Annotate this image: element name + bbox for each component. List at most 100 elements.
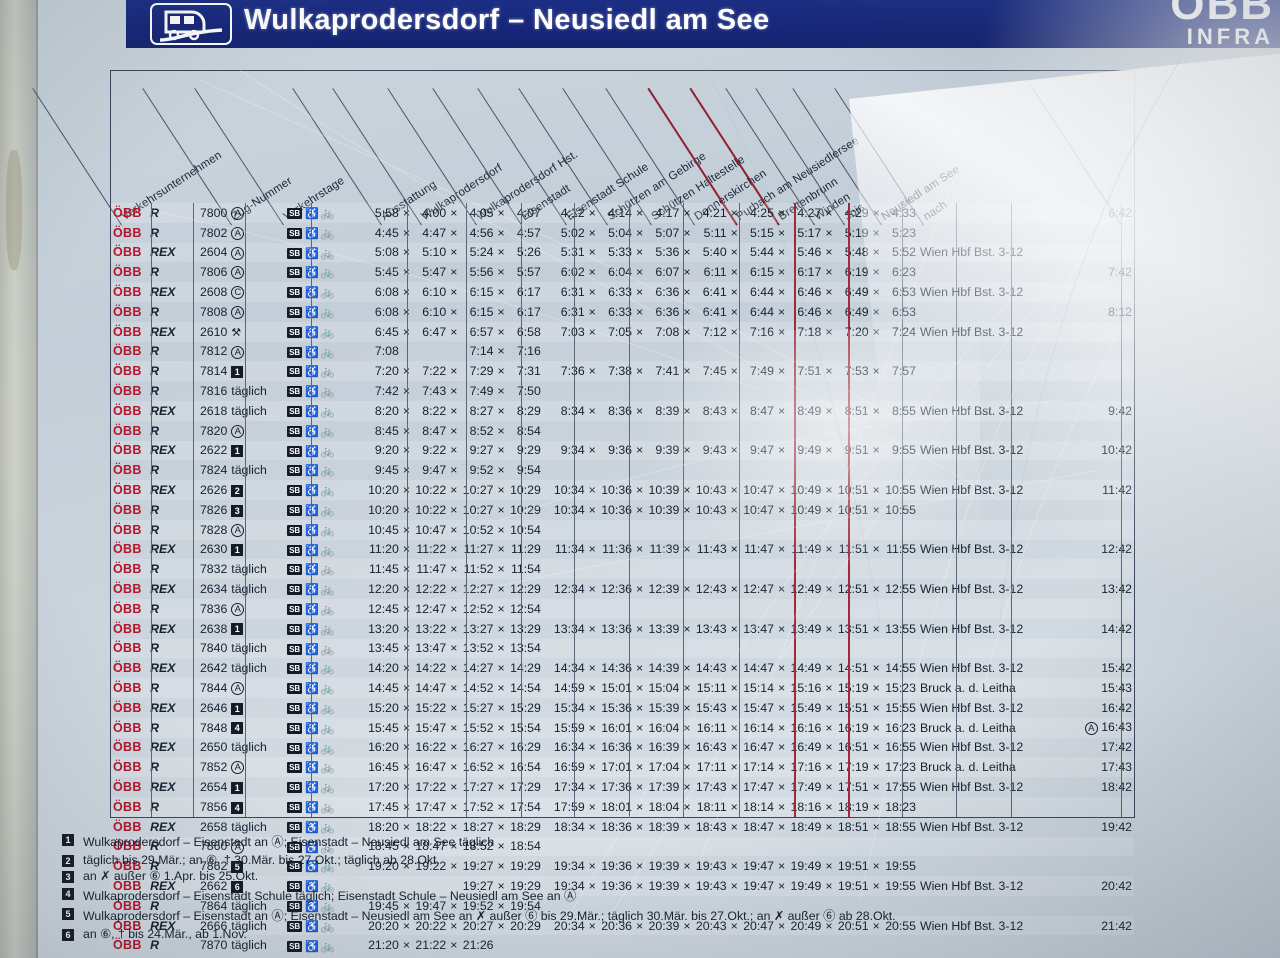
no-stop-marker: × xyxy=(401,322,412,342)
operator-cell: ÖBB xyxy=(111,480,148,500)
footnote-ref-1[interactable]: 1 xyxy=(231,781,244,794)
no-stop-marker: × xyxy=(825,245,833,260)
footnote-ref-6[interactable]: 6 xyxy=(231,880,244,893)
footnote-ref-1[interactable]: 1 xyxy=(231,623,244,636)
oebb-operator-logo: ÖBB xyxy=(113,403,142,418)
no-stop-marker: × xyxy=(825,265,833,280)
train-number-cell: 2608 xyxy=(199,285,228,300)
time-cell: 5:52 xyxy=(892,245,916,260)
time-cell: 17:51 xyxy=(837,780,869,794)
footnote-ref-1[interactable]: 1 xyxy=(231,366,244,379)
no-stop-marker: × xyxy=(450,522,458,537)
no-stop-marker: × xyxy=(636,780,644,794)
s-bahn-icon: SB xyxy=(287,841,303,853)
footnote-ref-5[interactable]: 5 xyxy=(231,860,244,873)
no-stop-marker: × xyxy=(636,364,644,379)
no-stop-marker: × xyxy=(450,681,458,696)
header-divider-0 xyxy=(32,87,123,226)
no-stop-marker: × xyxy=(777,621,786,636)
bicycle-icon: 🚲 xyxy=(320,227,335,240)
conn-symbol-a: A xyxy=(1084,721,1098,735)
time-cell: 17:34 xyxy=(553,780,585,794)
train-category-cell: R xyxy=(150,522,160,537)
s-bahn-icon: SB xyxy=(287,544,303,556)
time-cell: 15:51 xyxy=(837,700,869,715)
no-stop-marker: × xyxy=(401,500,412,520)
no-stop-marker: × xyxy=(683,700,691,715)
no-stop-marker xyxy=(543,460,551,480)
operating-days-cell: 5 xyxy=(229,856,285,876)
footnote-item: 4 Wulkaprodersdorf – Eisenstadt Schule tä… xyxy=(62,886,1062,904)
time-cell: 11:29 xyxy=(510,542,541,557)
oebb-operator-logo: ÖBB xyxy=(113,205,142,220)
operator-cell: ÖBB xyxy=(111,718,148,738)
footnote-ref-1[interactable]: 1 xyxy=(231,702,244,715)
s-bahn-icon: SB xyxy=(287,900,303,912)
time-cell: 10:54 xyxy=(510,522,541,537)
train-category-cell: R xyxy=(150,760,160,775)
train-number-cell: 7844 xyxy=(199,681,228,696)
time-cell: 18:47 xyxy=(743,819,774,834)
wheelchair-icon: ♿ xyxy=(305,208,319,221)
time-cell: 13:49 xyxy=(790,621,822,636)
time-cell: 5:31 xyxy=(560,245,585,260)
wheelchair-icon: ♿ xyxy=(305,386,319,399)
oebb-operator-logo: ÖBB xyxy=(113,878,142,893)
operator-cell: ÖBB xyxy=(111,777,148,797)
equipment-cell: SB ♿ 🚲 xyxy=(285,698,365,718)
destination-cell xyxy=(918,361,1058,381)
table-row: ÖBBREX2650täglichSB♿🚲16:20×16:22×16:27×1… xyxy=(111,738,1134,758)
no-stop-marker: × xyxy=(450,205,458,220)
no-stop-marker xyxy=(634,559,645,579)
days-label: täglich xyxy=(231,661,267,676)
time-cell: 12:36 xyxy=(601,582,632,597)
wheelchair-icon: ♿ xyxy=(305,465,319,478)
no-stop-marker: × xyxy=(825,700,833,715)
time-cell: 14:47 xyxy=(743,661,774,676)
footnote-ref-4[interactable]: 4 xyxy=(231,801,244,814)
footnote-ref-1[interactable]: 1 xyxy=(231,544,244,557)
wheelchair-icon: ♿ xyxy=(305,861,319,874)
no-stop-marker: × xyxy=(588,878,596,893)
destination-cell: Bruck a. d. Leitha xyxy=(919,681,1016,696)
no-stop-marker: × xyxy=(825,483,833,498)
oebb-operator-logo: ÖBB xyxy=(113,443,142,458)
time-cell: 7:38 xyxy=(608,364,632,379)
time-cell: 4:17 xyxy=(655,205,680,220)
time-cell xyxy=(835,460,871,480)
footnote-ref-3[interactable]: 3 xyxy=(231,504,244,517)
time-cell: 9:43 xyxy=(702,443,727,458)
no-stop-marker: × xyxy=(683,304,691,319)
wheelchair-icon: ♿ xyxy=(305,821,319,834)
train-category-cell: REX xyxy=(150,918,176,933)
no-stop-marker: × xyxy=(588,720,596,735)
oebb-logo: ÖBB INFRA xyxy=(1170,0,1274,48)
no-stop-marker: × xyxy=(497,403,505,418)
footnote-ref-2[interactable]: 2 xyxy=(231,484,244,497)
operator-cell: ÖBB xyxy=(111,500,148,520)
time-cell: 11:34 xyxy=(554,542,585,557)
days-symbol-a: A xyxy=(231,345,245,359)
destination-cell xyxy=(918,203,1058,223)
time-cell xyxy=(551,599,587,619)
time-cell: 14:27 xyxy=(462,661,494,676)
no-stop-marker: × xyxy=(777,285,786,300)
footnote-ref-4[interactable]: 4 xyxy=(231,722,244,735)
connection-time-cell xyxy=(1058,837,1134,857)
time-cell: 9:55 xyxy=(892,443,916,458)
oebb-operator-logo: ÖBB xyxy=(113,720,142,735)
no-stop-marker: × xyxy=(825,780,833,794)
no-stop-marker: × xyxy=(497,423,505,438)
no-stop-marker: × xyxy=(730,760,738,775)
no-stop-marker: × xyxy=(872,878,880,893)
connection-time-cell xyxy=(1058,935,1134,955)
footnote-ref-1[interactable]: 1 xyxy=(231,445,244,458)
equipment-cell: SB ♿ 🚲 xyxy=(285,876,365,896)
time-cell xyxy=(693,559,729,579)
no-stop-marker: × xyxy=(872,681,880,696)
time-cell: 14:55 xyxy=(885,661,916,676)
no-stop-marker xyxy=(543,441,551,461)
time-cell: 5:26 xyxy=(516,245,541,260)
no-stop-marker xyxy=(823,421,834,441)
no-stop-marker: × xyxy=(683,205,691,220)
